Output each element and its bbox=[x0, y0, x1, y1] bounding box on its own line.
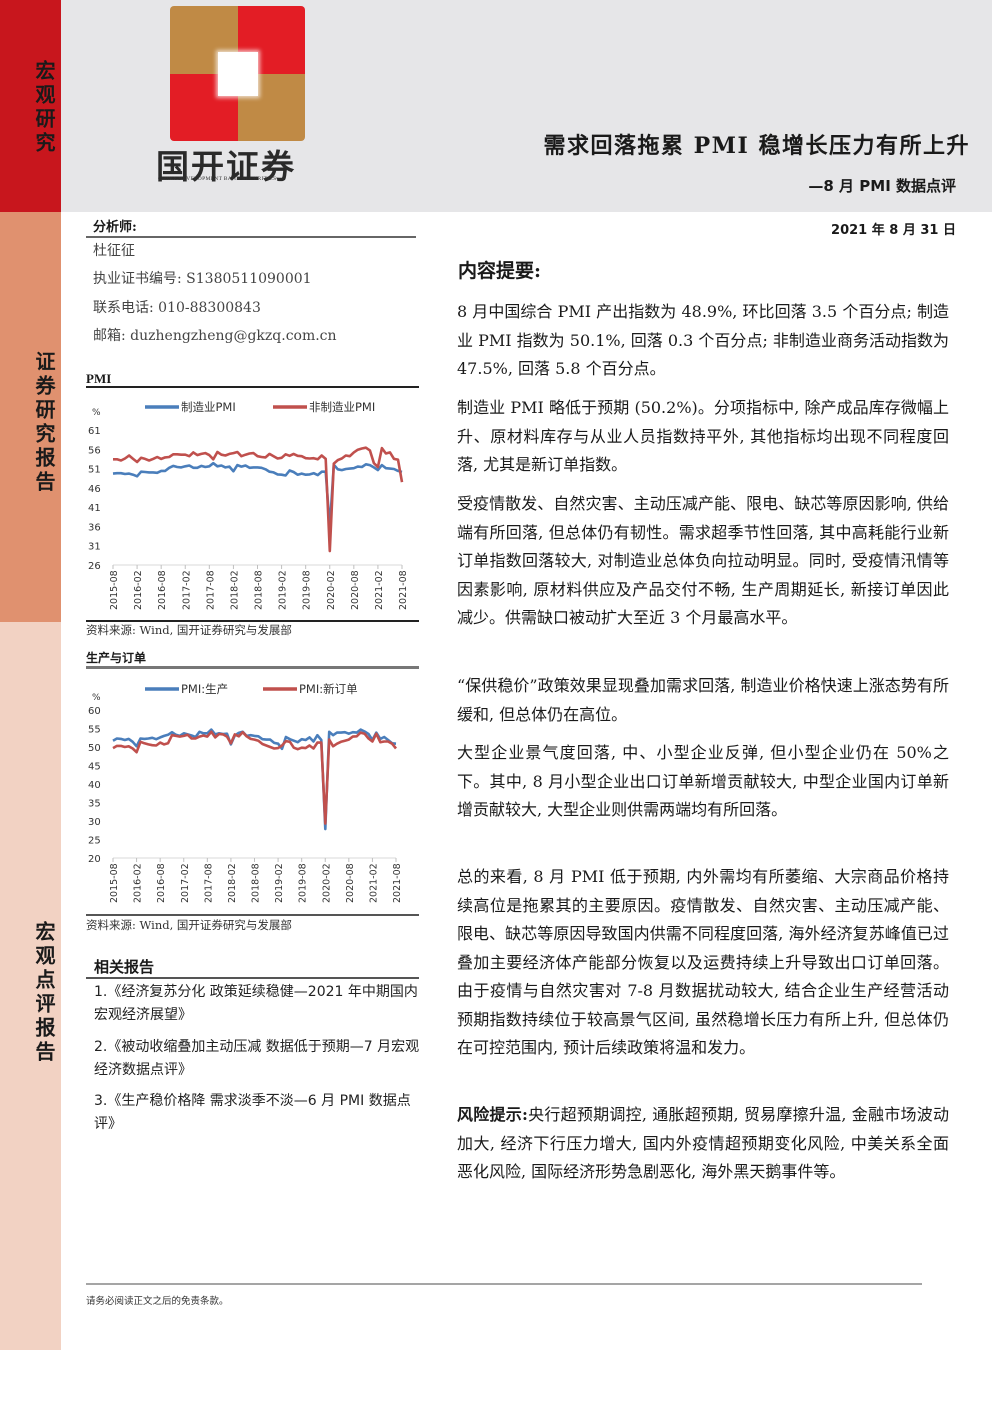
svg-text:35: 35 bbox=[88, 799, 101, 810]
svg-text:2018-08: 2018-08 bbox=[251, 863, 262, 903]
svg-text:2017-02: 2017-02 bbox=[180, 863, 191, 903]
svg-text:2021-08: 2021-08 bbox=[392, 863, 403, 903]
svg-text:2021-02: 2021-02 bbox=[374, 570, 385, 610]
svg-text:2019-08: 2019-08 bbox=[302, 570, 313, 610]
divider bbox=[86, 620, 419, 622]
chart-pmi-title: PMI bbox=[86, 371, 112, 386]
svg-text:2016-08: 2016-08 bbox=[157, 570, 168, 610]
report-header: 国开证券 CHINA DEVELOPMENT BANK SECURITIES 需… bbox=[61, 0, 992, 212]
summary-paragraph: “保供稳价”政策效果显现叠加需求回落, 制造业价格快速上涨态势有所缓和, 但总体… bbox=[457, 676, 949, 724]
risk-paragraph: 风险提示:央行超预期调控, 通胀超预期, 贸易摩擦升温, 金融市场波动加大, 经… bbox=[457, 1101, 949, 1187]
analyst-label: 分析师: bbox=[93, 220, 137, 235]
report-title: 需求回落拖累 PMI 稳增长压力有所上升 bbox=[543, 133, 970, 159]
chart-pmi-source: 资料来源: Wind, 国开证券研究与发展部 bbox=[86, 623, 292, 637]
sidebar-band-middle bbox=[0, 212, 61, 622]
svg-text:PMI:新订单: PMI:新订单 bbox=[299, 682, 358, 696]
report-date: 2021 年 8 月 31 日 bbox=[831, 223, 956, 238]
chart-pmi: 制造业PMI 非制造业PMI% 26 31 36 41 46 51 56 61 2015-08 201… bbox=[88, 400, 409, 610]
svg-text:2018-02: 2018-02 bbox=[229, 570, 240, 610]
svg-text:45: 45 bbox=[88, 762, 101, 773]
svg-text:2018-08: 2018-08 bbox=[254, 570, 265, 610]
svg-text:非制造业PMI: 非制造业PMI bbox=[309, 400, 375, 414]
divider bbox=[86, 386, 419, 388]
sidebar-label-securities-report: 证券研究报告 bbox=[32, 351, 56, 495]
svg-text:2020-08: 2020-08 bbox=[345, 863, 356, 903]
company-name-en: CHINA DEVELOPMENT BANK SECURITIES bbox=[158, 176, 277, 182]
divider bbox=[86, 666, 419, 669]
sidebar-label-macro-research: 宏观研究 bbox=[32, 60, 56, 156]
svg-text:56: 56 bbox=[88, 445, 101, 456]
svg-text:40: 40 bbox=[88, 780, 101, 791]
svg-text:60: 60 bbox=[88, 706, 101, 717]
svg-text:2020-02: 2020-02 bbox=[326, 570, 337, 610]
related-reports-title: 相关报告 bbox=[94, 958, 155, 976]
summary-paragraph: 大型企业景气度回落, 中、小型企业反弹, 但小型企业仍在 50%之下。其中, 8… bbox=[457, 743, 949, 819]
svg-text:制造业PMI: 制造业PMI bbox=[181, 400, 236, 414]
summary-paragraph: 8 月中国综合 PMI 产出指数为 48.9%, 环比回落 3.5 个百分点; … bbox=[457, 302, 949, 378]
svg-text:20: 20 bbox=[88, 854, 101, 865]
svg-text:2020-08: 2020-08 bbox=[350, 570, 361, 610]
svg-text:25: 25 bbox=[88, 836, 101, 847]
summary-paragraph: 制造业 PMI 略低于预期 (50.2%)。分项指标中, 除产成品库存微幅上升、… bbox=[457, 398, 949, 474]
svg-text:30: 30 bbox=[88, 817, 101, 828]
svg-text:2018-02: 2018-02 bbox=[227, 863, 238, 903]
summary-title: 内容提要: bbox=[458, 260, 542, 282]
chart-production-title: 生产与订单 bbox=[86, 651, 147, 665]
analyst-name: 杜征征 bbox=[93, 243, 135, 259]
summary-paragraph: 总的来看, 8 月 PMI 低于预期, 内外需均有所萎缩、大宗商品价格持续高位是… bbox=[457, 867, 949, 1057]
analyst-phone: 联系电话: 010-88300843 bbox=[93, 300, 261, 316]
svg-text:31: 31 bbox=[88, 542, 101, 553]
analyst-email[interactable]: 邮箱: duzhengzheng@gkzq.com.cn bbox=[93, 328, 337, 344]
risk-text: 央行超预期调控, 通胀超预期, 贸易摩擦升温, 金融市场波动加大, 经济下行压力… bbox=[457, 1105, 949, 1181]
summary-paragraph: 受疫情散发、自然灾害、主动压减产能、限电、缺芯等原因影响, 供给端有所回落, 但… bbox=[457, 494, 949, 627]
svg-text:61: 61 bbox=[88, 426, 101, 437]
sidebar-band-bottom bbox=[0, 622, 61, 1350]
divider bbox=[86, 914, 419, 916]
svg-text:50: 50 bbox=[88, 743, 101, 754]
svg-text:%: % bbox=[92, 693, 101, 703]
disclaimer-note: 请务必阅读正文之后的免责条款。 bbox=[86, 1296, 229, 1307]
footer-divider bbox=[86, 1283, 922, 1285]
svg-text:%: % bbox=[92, 408, 101, 418]
svg-text:51: 51 bbox=[88, 465, 101, 476]
related-report-link[interactable]: 1.《经济复苏分化 政策延续稳健—2021 年中期国内宏观经济展望》 bbox=[94, 984, 418, 1023]
svg-text:2017-08: 2017-08 bbox=[203, 863, 214, 903]
svg-text:46: 46 bbox=[88, 484, 101, 495]
svg-text:PMI:生产: PMI:生产 bbox=[181, 682, 228, 696]
sidebar-label-macro-review: 宏观点评报告 bbox=[32, 921, 56, 1065]
report-subtitle: —8 月 PMI 数据点评 bbox=[808, 177, 956, 195]
svg-text:2016-08: 2016-08 bbox=[156, 863, 167, 903]
risk-label: 风险提示: bbox=[457, 1105, 528, 1124]
svg-text:41: 41 bbox=[88, 503, 101, 514]
svg-text:2015-08: 2015-08 bbox=[109, 863, 120, 903]
analyst-license: 执业证书编号: S1380511090001 bbox=[93, 271, 312, 287]
svg-text:2019-08: 2019-08 bbox=[298, 863, 309, 903]
svg-text:2021-02: 2021-02 bbox=[368, 863, 379, 903]
related-report-link[interactable]: 2.《被动收缩叠加主动压减 数据低于预期—7 月宏观经济数据点评》 bbox=[94, 1039, 420, 1078]
svg-text:26: 26 bbox=[88, 561, 101, 572]
svg-text:2015-08: 2015-08 bbox=[109, 570, 120, 610]
divider bbox=[86, 977, 419, 979]
svg-text:55: 55 bbox=[88, 725, 101, 736]
svg-text:2017-02: 2017-02 bbox=[181, 570, 192, 610]
chart-production-source: 资料来源: Wind, 国开证券研究与发展部 bbox=[86, 918, 292, 932]
svg-text:2020-02: 2020-02 bbox=[321, 863, 332, 903]
company-name-cn: 国开证券 bbox=[156, 147, 296, 186]
chart-production-orders: PMI:生产 PMI:新订单% 20 25 30 35 40 45 50 55 60 2015-08 2… bbox=[88, 682, 403, 903]
svg-text:2021-08: 2021-08 bbox=[398, 570, 409, 610]
svg-text:36: 36 bbox=[88, 522, 101, 533]
related-report-link[interactable]: 3.《生产稳价格降 需求淡季不淡—6 月 PMI 数据点评》 bbox=[94, 1093, 411, 1132]
svg-text:2019-02: 2019-02 bbox=[278, 570, 289, 610]
company-logo-icon bbox=[170, 6, 305, 141]
sidebar-band-top bbox=[0, 0, 61, 212]
svg-text:2016-02: 2016-02 bbox=[133, 863, 144, 903]
svg-text:2017-08: 2017-08 bbox=[205, 570, 216, 610]
divider bbox=[86, 236, 416, 238]
svg-text:2016-02: 2016-02 bbox=[133, 570, 144, 610]
svg-text:2019-02: 2019-02 bbox=[274, 863, 285, 903]
